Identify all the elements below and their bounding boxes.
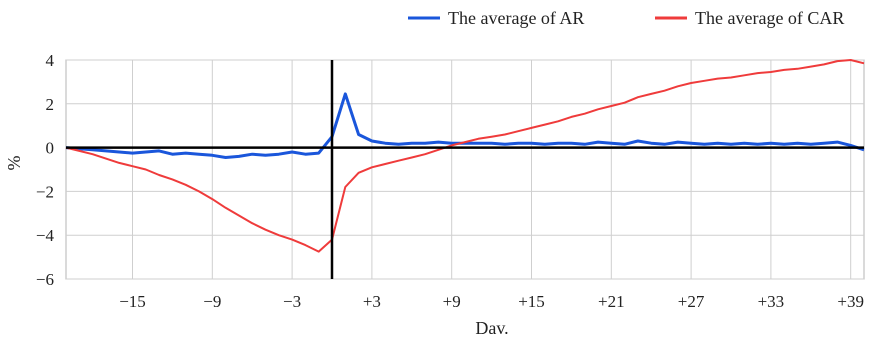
legend: The average of AR The average of CAR (408, 8, 844, 28)
x-tick-label: +15 (518, 292, 545, 311)
x-tick-label: −9 (203, 292, 221, 311)
x-tick-label: +21 (598, 292, 625, 311)
x-tick-label: +3 (363, 292, 381, 311)
x-tick-label: −15 (119, 292, 146, 311)
legend-label-car: The average of CAR (695, 8, 844, 28)
legend-label-ar: The average of AR (448, 8, 584, 28)
tick-labels: −15 −9 −3 +3 +9 +15 +21 +27 +33 +39 −6 −4 −2 0 2 4 (36, 51, 864, 311)
x-tick-label: +33 (758, 292, 785, 311)
grid (65, 59, 865, 280)
x-axis-label: Dav. (475, 318, 508, 338)
series-line-car (65, 59, 865, 253)
y-tick-label: 0 (46, 139, 55, 158)
y-axis-label: % (4, 156, 24, 171)
y-tick-label: −4 (36, 226, 55, 245)
axes (66, 60, 864, 279)
y-tick-label: −2 (36, 182, 54, 201)
y-tick-label: 2 (46, 95, 55, 114)
x-tick-label: −3 (283, 292, 301, 311)
plot-area (65, 59, 865, 280)
series-line-ar (65, 92, 865, 159)
x-tick-label: +9 (443, 292, 461, 311)
y-tick-label: 4 (46, 51, 55, 70)
x-tick-label: +39 (837, 292, 864, 311)
x-tick-label: +27 (678, 292, 705, 311)
series-group (65, 59, 865, 253)
y-tick-label: −6 (36, 270, 54, 289)
